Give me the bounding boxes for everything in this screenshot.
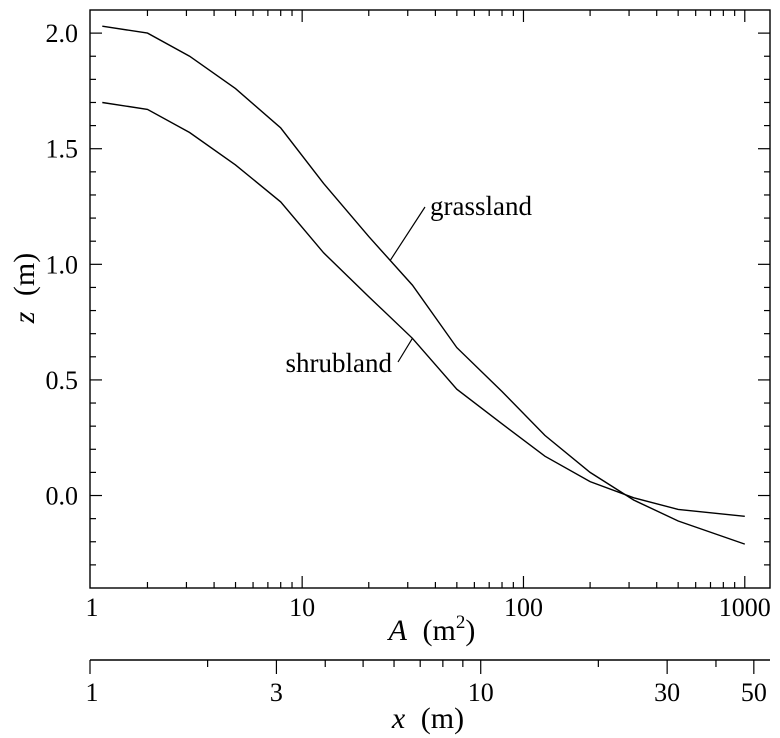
series-group — [102, 25, 746, 545]
y-tick-label-1-0: 1.0 — [46, 250, 79, 279]
annotation-grassland: grassland — [430, 191, 532, 221]
x2-tick-label-10: 10 — [468, 678, 494, 707]
y-axis-unit: (m) — [8, 253, 41, 296]
x-axis-variable: A — [387, 614, 408, 647]
series-line-shrubland — [102, 101, 745, 517]
secondary-x-axis-unit: (m) — [421, 702, 464, 735]
annotation-leader-grassland — [389, 206, 426, 261]
y-tick-label-0-5: 0.5 — [46, 366, 79, 395]
x-axis-unit-base: m — [432, 614, 455, 647]
x-tick-label-10: 10 — [289, 593, 315, 622]
y-tick-label-1-5: 1.5 — [46, 135, 79, 164]
annotation-leader-shrubland — [397, 337, 413, 363]
y-axis: 0.0 0.5 1.0 1.5 2.0 — [46, 19, 770, 566]
annotation-shrubland: shrubland — [286, 348, 393, 378]
x-axis-unit-close: ) — [465, 614, 475, 647]
y-tick-label-0-0: 0.0 — [46, 482, 79, 511]
x-axis-unit-exponent: 2 — [456, 612, 466, 633]
x2-tick-label-50: 50 — [741, 678, 767, 707]
annotations: grassland shrubland — [286, 191, 533, 378]
plot-frame — [89, 9, 771, 589]
plot-border — [89, 9, 771, 589]
x2-tick-label-1: 1 — [86, 678, 99, 707]
x-axis-unit-open: ( — [422, 614, 432, 647]
x-axis-title: A (m2) — [387, 612, 476, 647]
x-axis: 1 10 100 1000 — [86, 10, 771, 622]
series-line-grassland — [102, 25, 746, 545]
y-axis-title: z (m) — [8, 253, 41, 325]
y-tick-label-2-0: 2.0 — [46, 19, 79, 48]
x-tick-label-1000: 1000 — [719, 593, 771, 622]
secondary-x-axis: 1 3 10 30 50 — [86, 659, 770, 707]
x2-tick-label-3: 3 — [270, 678, 283, 707]
y-axis-variable: z — [8, 311, 41, 324]
secondary-x-axis-title: x (m) — [391, 702, 464, 735]
secondary-x-axis-variable: x — [391, 702, 406, 735]
x-tick-label-1: 1 — [86, 593, 99, 622]
x2-tick-label-30: 30 — [654, 678, 680, 707]
x-tick-label-100: 100 — [504, 593, 543, 622]
